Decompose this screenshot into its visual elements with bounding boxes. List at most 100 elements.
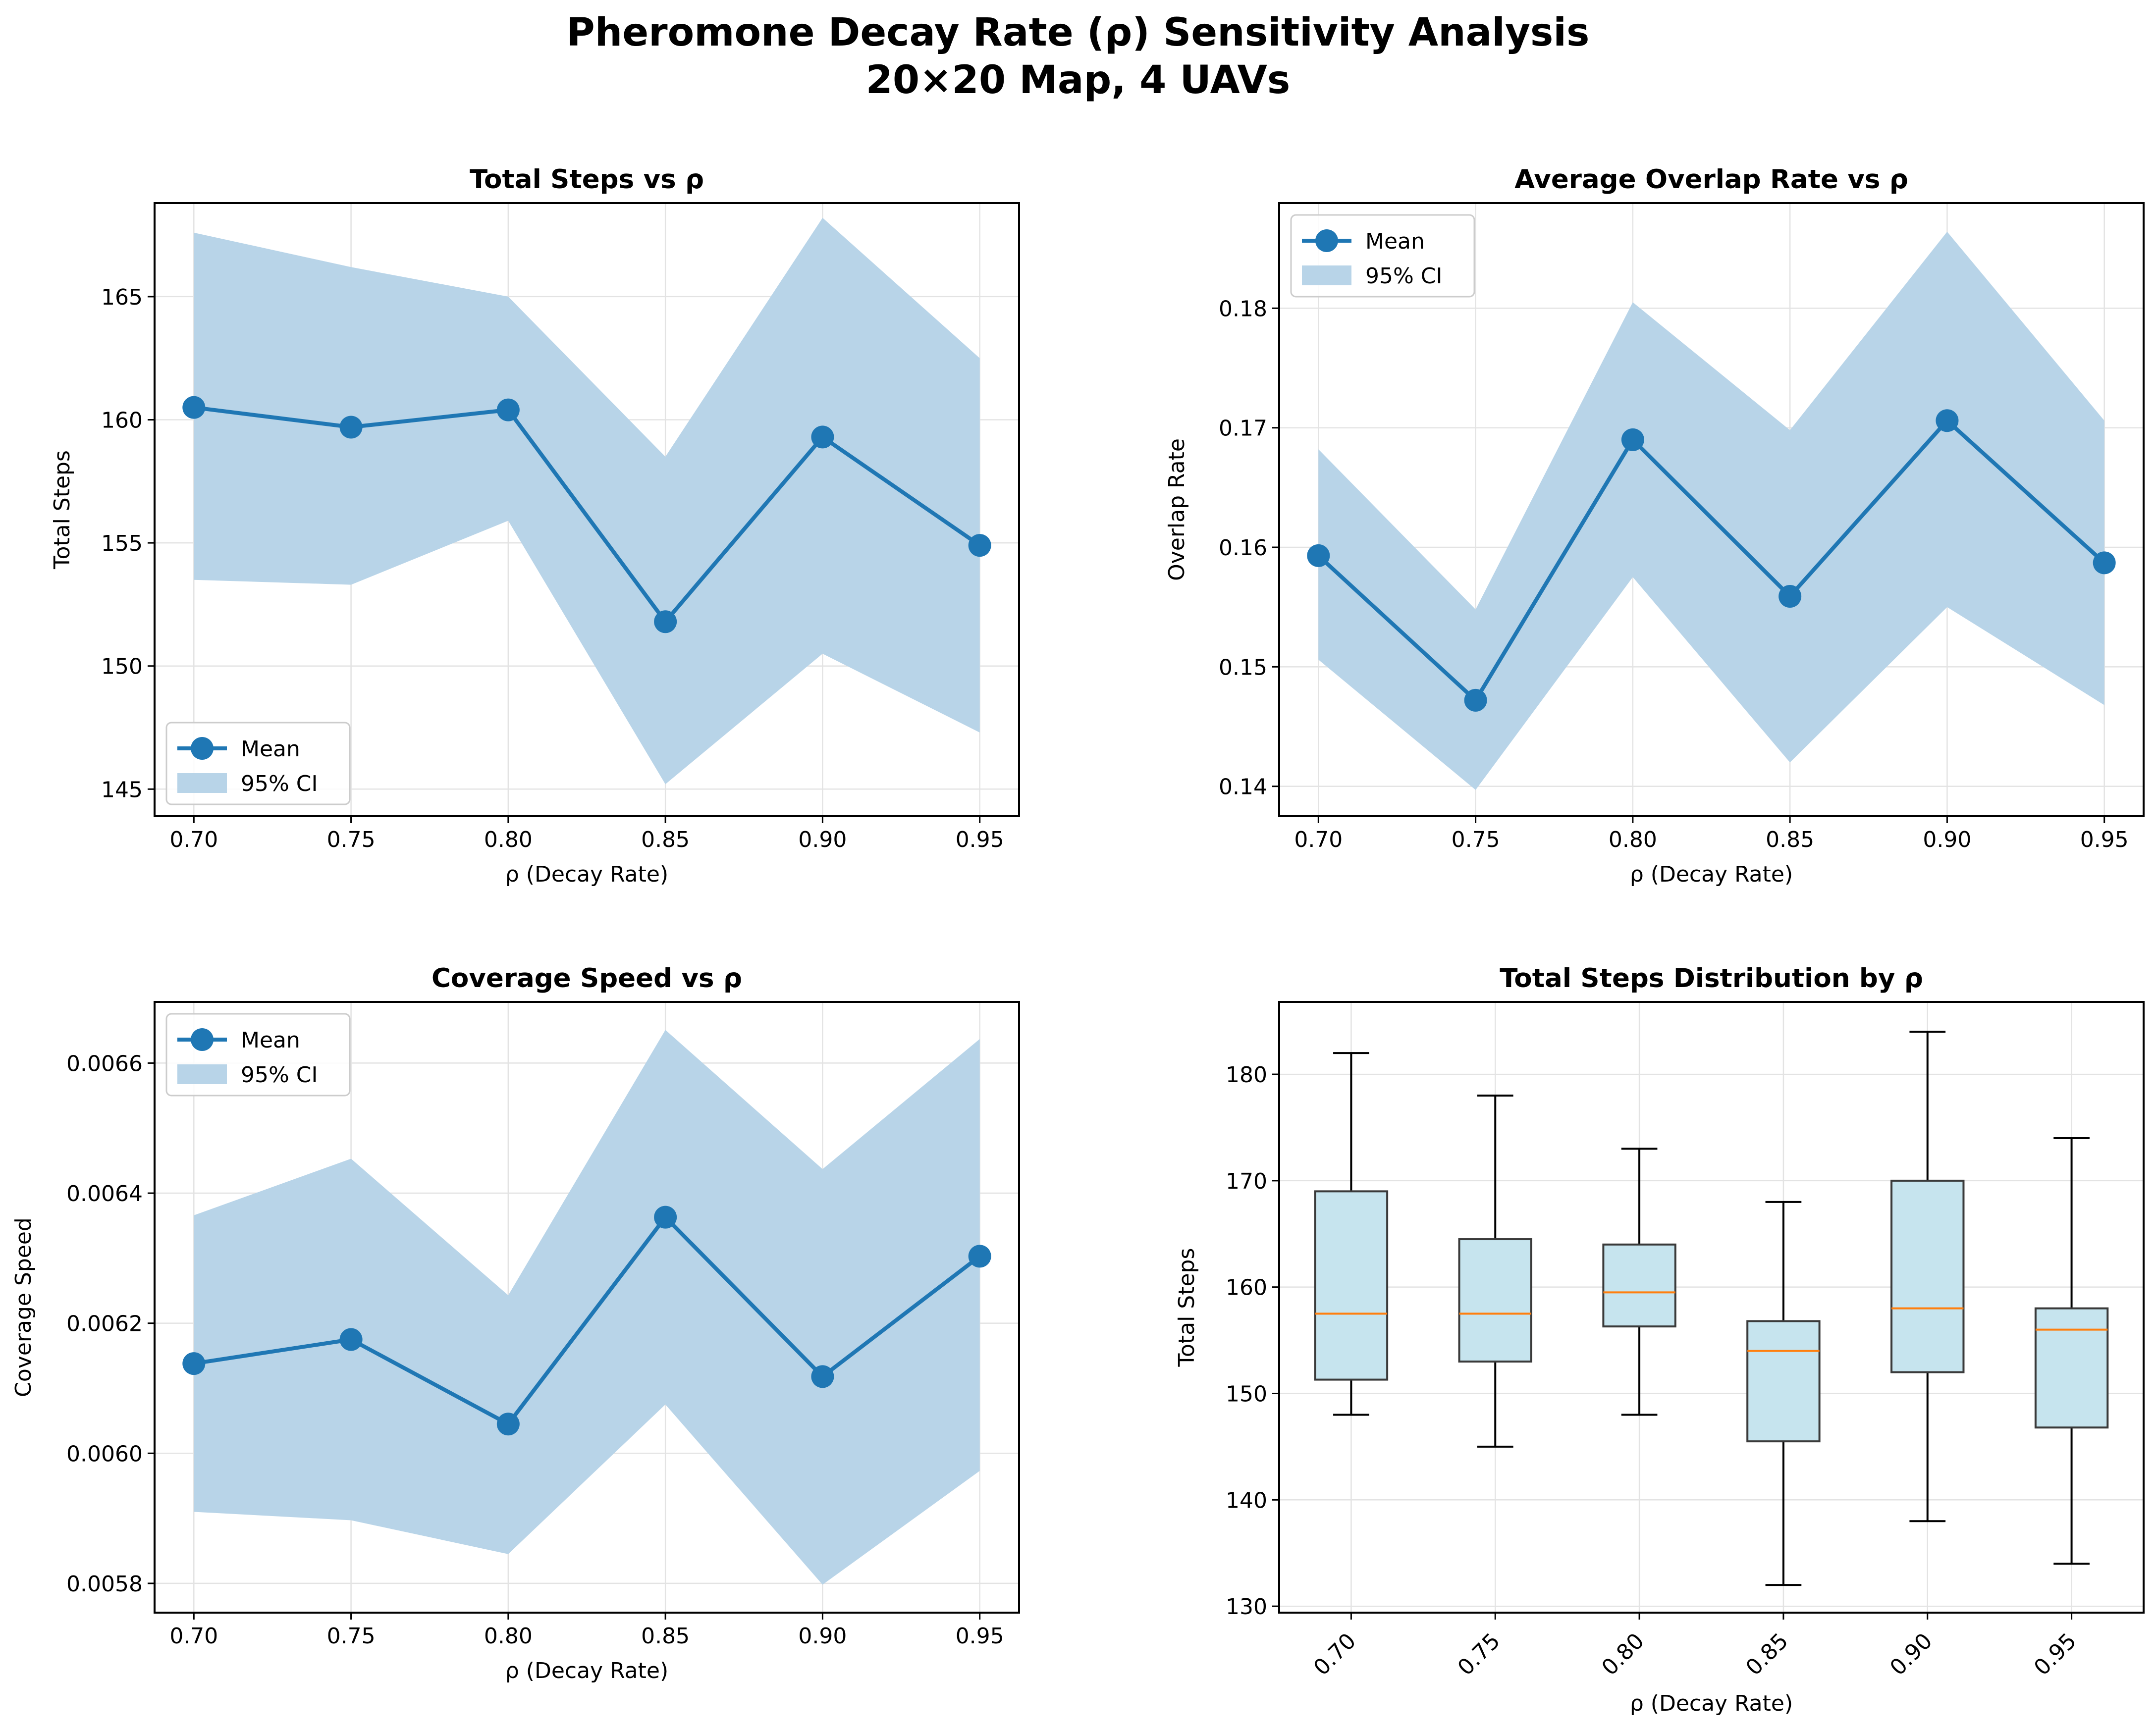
- y-tick-label: 130: [1226, 1594, 1267, 1620]
- figure-title-line2: 20×20 Map, 4 UAVs: [866, 58, 1291, 103]
- y-tick-label: 150: [101, 654, 143, 680]
- x-tick-label: 0.85: [641, 827, 690, 852]
- axes-frame: [154, 202, 1020, 817]
- y-axis-label: Overlap Rate: [1164, 438, 1189, 581]
- ci-band: [194, 217, 980, 785]
- y-axis-label: Coverage Speed: [11, 1217, 36, 1397]
- mean-point: [811, 425, 834, 449]
- legend-mean-marker: [191, 737, 214, 760]
- mean-point: [1779, 584, 1802, 608]
- x-tick-label: 0.80: [484, 827, 533, 852]
- x-tick-label: 0.80: [1609, 827, 1657, 852]
- y-tick-label: 0.15: [1219, 655, 1267, 680]
- legend-ci-swatch: [1302, 265, 1351, 285]
- y-tick-label: 0.0060: [66, 1441, 143, 1467]
- panel-coverage-speed: Coverage Speed vs ρ 0.0058 0.0060 0.0062 0.0…: [11, 963, 1020, 1683]
- axes-frame: [1278, 202, 2145, 817]
- mean-point: [1936, 409, 1959, 432]
- legend-mean-marker: [191, 1028, 214, 1051]
- box: [2034, 1307, 2109, 1429]
- axes-frame: [154, 1001, 1020, 1614]
- legend-mean-marker: [1315, 229, 1338, 252]
- panel-title: Average Overlap Rate vs ρ: [1514, 164, 1908, 195]
- x-tick-label: 0.70: [169, 1624, 218, 1649]
- y-axis-label: Total Steps: [1174, 1248, 1199, 1367]
- x-tick-label: 0.95: [956, 827, 1004, 852]
- x-tick-label: 0.85: [641, 1624, 690, 1649]
- x-tick-label: 0.70: [1294, 827, 1343, 852]
- x-tick-label: 0.95: [2080, 827, 2129, 852]
- mean-point: [339, 416, 363, 439]
- y-tick-label: 170: [1226, 1169, 1267, 1194]
- y-tick-label: 0.18: [1219, 296, 1267, 321]
- box: [1314, 1190, 1389, 1381]
- mean-point: [496, 1413, 520, 1436]
- mean-point: [2093, 551, 2116, 575]
- panel-title: Total Steps Distribution by ρ: [1500, 963, 1923, 994]
- legend-mean-label: Mean: [241, 1028, 300, 1053]
- x-tick-label: 0.70: [169, 827, 218, 852]
- ci-band: [194, 1030, 980, 1585]
- mean-point: [182, 396, 206, 419]
- y-tick-label: 0.14: [1219, 775, 1267, 800]
- y-tick-label: 160: [1226, 1275, 1267, 1301]
- legend-ci-swatch: [177, 773, 227, 793]
- y-axis-label: Total Steps: [50, 450, 75, 570]
- panel-steps-boxplot: Total Steps Distribution by ρ 130 140 150 16…: [1174, 963, 2145, 1716]
- mean-line: [193, 1215, 981, 1426]
- legend: Mean 95% CI: [1290, 214, 1475, 298]
- x-tick-label: 0.85: [1766, 827, 1814, 852]
- x-tick-label: 0.80: [484, 1624, 533, 1649]
- y-tick-label: 165: [101, 285, 143, 310]
- box: [1602, 1243, 1676, 1328]
- box: [1746, 1320, 1821, 1443]
- panel-overlap-rate: Average Overlap Rate vs ρ 0.14 0.15 0.16 0.1…: [1164, 164, 2145, 887]
- panel-title: Total Steps vs ρ: [470, 164, 704, 195]
- panel-title: Coverage Speed vs ρ: [431, 963, 742, 994]
- y-tick-label: 0.0066: [66, 1051, 143, 1076]
- y-tick-label: 0.0062: [66, 1312, 143, 1337]
- mean-line: [193, 405, 981, 624]
- legend-ci-label: 95% CI: [1365, 263, 1442, 289]
- x-tick-label: 0.75: [327, 827, 376, 852]
- box: [1458, 1238, 1532, 1363]
- x-tick-label: 0.75: [1452, 827, 1500, 852]
- legend: Mean 95% CI: [165, 1013, 351, 1097]
- legend-ci-label: 95% CI: [241, 1062, 318, 1088]
- legend-mean-label: Mean: [1365, 229, 1425, 254]
- x-tick-label: 0.90: [798, 827, 847, 852]
- x-axis-label: ρ (Decay Rate): [1630, 862, 1793, 887]
- x-axis-label: ρ (Decay Rate): [1630, 1691, 1793, 1716]
- mean-point: [496, 398, 520, 421]
- y-tick-label: 150: [1226, 1381, 1267, 1407]
- x-tick-label: 0.95: [956, 1624, 1004, 1649]
- legend-mean-label: Mean: [241, 736, 300, 762]
- box: [1890, 1179, 1965, 1373]
- y-tick-label: 0.17: [1219, 416, 1267, 441]
- mean-point: [339, 1328, 363, 1351]
- mean-point: [1307, 544, 1330, 567]
- y-tick-label: 160: [101, 408, 143, 433]
- mean-point: [654, 610, 677, 633]
- mean-line: [1317, 419, 2106, 702]
- mean-point: [1464, 688, 1487, 712]
- mean-point: [1621, 428, 1644, 451]
- y-tick-label: 145: [101, 777, 143, 802]
- mean-point: [968, 534, 991, 557]
- mean-point: [654, 1206, 677, 1229]
- y-tick-label: 180: [1226, 1062, 1267, 1088]
- figure-title-line1: Pheromone Decay Rate (ρ) Sensitivity Ana…: [567, 10, 1590, 55]
- legend: Mean 95% CI: [165, 722, 351, 805]
- x-tick-label: 0.75: [327, 1624, 376, 1649]
- x-tick-label: 0.90: [1923, 827, 1971, 852]
- x-tick-label: 0.90: [798, 1624, 847, 1649]
- legend-ci-swatch: [177, 1064, 227, 1084]
- y-tick-label: 0.0064: [66, 1181, 143, 1207]
- axes-frame: [1278, 1001, 2145, 1614]
- ci-band: [1318, 231, 2104, 790]
- legend-ci-label: 95% CI: [241, 771, 318, 796]
- mean-point: [182, 1352, 206, 1375]
- y-tick-label: 140: [1226, 1488, 1267, 1513]
- y-tick-label: 0.0058: [66, 1572, 143, 1597]
